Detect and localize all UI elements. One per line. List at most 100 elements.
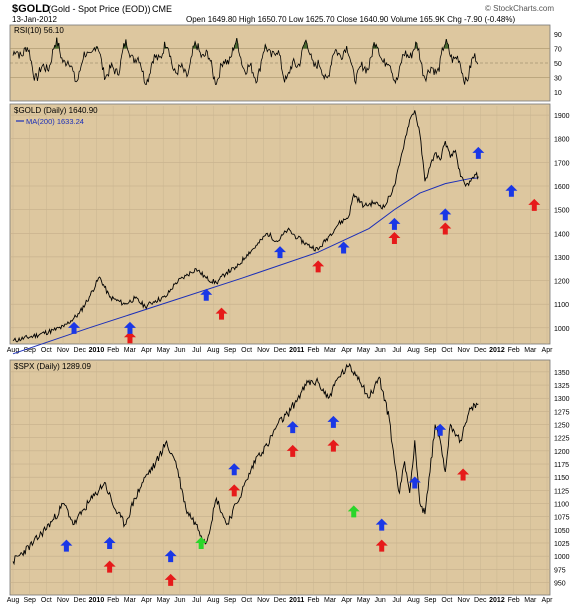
blue-up-arrow-icon [200,288,213,301]
x-tick-label: Apr [141,597,153,604]
x-tick-label: Oct [441,597,452,604]
x-tick-label: Apr [141,347,153,354]
blue-up-arrow-icon [123,321,136,334]
y-tick-label: 1250 [554,423,570,430]
x-tick-label: Jun [174,597,185,604]
x-tick-label: Aug [7,347,20,354]
red-up-arrow-icon [375,539,388,552]
x-tick-label: Mar [524,347,537,354]
blue-up-arrow-icon [286,421,299,434]
blue-up-arrow-icon [337,241,350,254]
gold-panel: 1000 1100 1200 1300 1400 1500 1600 1700 1800 1900… [7,103,570,355]
blue-up-arrow-icon [103,536,116,549]
spx-arrows [60,415,470,586]
y-tick-label: 1350 [554,370,570,377]
x-tick-label: Sep [424,347,437,354]
x-tick-label: Jul [192,347,201,354]
y-tick-label: 1400 [554,231,570,238]
x-tick-label: Mar [324,597,337,604]
y-tick-label: 1225 [554,436,570,443]
y-tick-label: 1600 [554,184,570,191]
blue-up-arrow-icon [472,146,485,159]
gold-ma200-line [12,177,479,355]
y-tick-label: 1000 [554,554,570,561]
spx-grid [10,362,550,595]
x-tick-label: Dec [74,597,87,604]
x-tick-label: Jul [392,597,401,604]
y-tick-label: 1325 [554,383,570,390]
header-exchange: CME [152,4,172,14]
x-tick-label: Nov [457,347,470,354]
rsi-title: RSI(10) 56.10 [14,26,64,35]
x-tick-label: Feb [107,347,119,354]
blue-up-arrow-icon [439,208,452,221]
y-tick-label: 1125 [554,488,569,495]
x-tick-label: May [357,347,371,354]
x-tick-label: Mar [324,347,337,354]
blue-up-arrow-icon [274,246,286,259]
red-up-arrow-icon [164,573,177,586]
x-tick-label: Dec [274,347,287,354]
spx-y-ticks: 950 975 1000 1025 1050 1075 1100 1125 1150 1175 12… [554,370,570,588]
red-up-arrow-icon [123,331,136,344]
y-tick-label: 1100 [554,502,569,509]
y-tick-label: 1050 [554,528,570,535]
red-up-arrow-icon [312,260,325,273]
green-up-arrow-icon [195,536,208,549]
y-tick-label: 950 [554,580,566,587]
x-tick-label: Feb [508,597,520,604]
x-tick-label: May [157,347,171,354]
x-tick-label: Dec [474,347,487,354]
x-tick-label: Feb [307,597,319,604]
header-date: 13-Jan-2012 [12,15,57,24]
y-tick-label: 1800 [554,137,570,144]
x-tick-label: Jun [374,347,385,354]
y-tick-label: 1275 [554,409,570,416]
x-tick-label: Oct [441,347,452,354]
gold-arrows [68,146,541,344]
x-tick-label: Apr [341,597,353,604]
red-up-arrow-icon [528,198,541,211]
blue-up-arrow-icon [505,184,518,197]
y-tick-label: 1100 [554,302,569,309]
rsi-y-tick-label: 10 [554,90,562,97]
rsi-line [12,37,479,86]
y-tick-label: 1000 [554,326,570,333]
x-tick-label: Apr [341,347,353,354]
x-tick-label: 2010 [89,347,105,354]
x-tick-label: 2011 [289,597,304,604]
blue-up-arrow-icon [375,518,388,531]
gold-y-ticks: 1000 1100 1200 1300 1400 1500 1600 1700 1800 1900 [554,113,570,333]
x-tick-label: Nov [57,597,70,604]
x-tick-label: Feb [107,597,119,604]
x-tick-label: Dec [274,597,287,604]
rsi-y-tick-label: 70 [554,47,562,54]
x-tick-label: Mar [124,597,137,604]
blue-up-arrow-icon [68,321,81,334]
y-tick-label: 1150 [554,475,569,482]
x-tick-label: Apr [542,347,554,354]
x-tick-label: Nov [257,597,270,604]
x-tick-label: Feb [508,347,520,354]
spx-x-ticks: Aug Sep Oct Nov Dec 2010 Feb Mar Apr May Jun Jul Aug… [7,597,553,604]
red-up-arrow-icon [228,484,241,497]
x-tick-label: Dec [474,597,487,604]
x-tick-label: Feb [307,347,319,354]
blue-up-arrow-icon [327,415,340,428]
header-symbol: $GOLD [12,3,50,15]
blue-up-arrow-icon [228,463,241,476]
y-tick-label: 1200 [554,279,570,286]
rsi-y-tick-label: 50 [554,61,562,68]
red-up-arrow-icon [457,468,470,481]
x-tick-label: 2012 [489,597,505,604]
x-tick-label: Nov [257,347,270,354]
x-tick-label: Nov [457,597,470,604]
blue-up-arrow-icon [434,423,447,436]
x-tick-label: Oct [241,347,252,354]
gold-price-line [12,110,479,343]
red-up-arrow-icon [103,560,116,573]
x-tick-label: Jul [392,347,401,354]
x-tick-label: Sep [224,597,237,604]
header-copyright: © StockCharts.com [485,4,554,13]
